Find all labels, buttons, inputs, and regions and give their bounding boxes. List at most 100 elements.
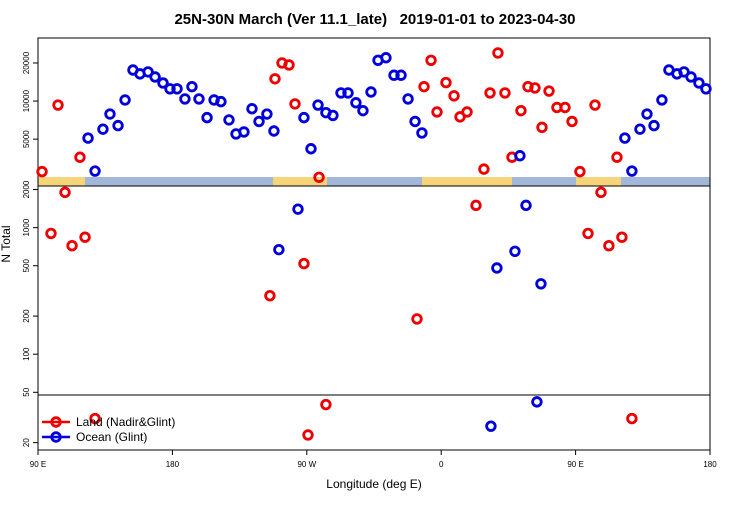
data-point: [425, 54, 437, 66]
data-point: [531, 396, 543, 408]
data-point: [418, 80, 430, 93]
data-point: [700, 83, 712, 95]
data-point: [603, 239, 615, 252]
data-point: [582, 227, 594, 240]
data-point: [74, 151, 86, 163]
data-point: [619, 132, 631, 144]
data-point: [388, 69, 400, 81]
data-point: [641, 108, 653, 120]
data-point: [648, 119, 660, 132]
y-tick-label: 200: [22, 309, 31, 323]
data-point: [595, 186, 607, 199]
land-strip: [38, 177, 85, 186]
data-point: [559, 101, 571, 114]
y-tick-label: 5000: [22, 130, 31, 148]
y-tick-label: 2000: [22, 180, 31, 198]
data-point: [509, 245, 521, 258]
data-point: [97, 123, 109, 135]
x-tick-label: 90 E: [567, 460, 583, 469]
data-point: [626, 412, 638, 425]
data-point: [380, 52, 392, 64]
data-point: [616, 231, 628, 243]
data-point: [626, 165, 638, 177]
data-point: [574, 165, 586, 178]
data-point: [283, 59, 295, 71]
data-point: [157, 77, 169, 89]
y-axis-label: N Total: [0, 225, 13, 262]
y-tick-label: 20000: [22, 51, 31, 74]
data-point: [79, 231, 91, 243]
y-tick-label: 10000: [22, 89, 31, 112]
y-tick-label: 50: [22, 387, 31, 396]
legend-swatch-marker: [50, 431, 62, 443]
data-point: [89, 165, 101, 177]
data-point: [431, 106, 443, 118]
data-point: [238, 126, 250, 138]
data-point: [201, 111, 213, 124]
data-point: [678, 66, 690, 78]
data-point: [416, 127, 428, 139]
data-point: [292, 203, 304, 215]
data-point: [478, 163, 490, 175]
y-tick-label: 1000: [22, 218, 31, 236]
data-point: [409, 115, 421, 128]
chart-title: 25N-30N March (Ver 11.1_late) 2019-01-01…: [174, 11, 575, 28]
y-tick-label: 100: [22, 347, 31, 361]
x-tick-label: 0: [439, 460, 444, 469]
data-point: [273, 243, 285, 256]
data-point: [514, 150, 526, 162]
data-point: [149, 71, 161, 83]
data-point: [223, 114, 235, 126]
data-point: [305, 143, 317, 155]
data-point: [634, 123, 646, 135]
data-point: [611, 151, 623, 163]
plot-frame: [37, 37, 711, 451]
data-point: [104, 108, 116, 120]
data-point: [298, 257, 310, 270]
data-point: [492, 47, 504, 59]
data-point: [485, 420, 497, 432]
data-point: [253, 115, 265, 128]
data-point: [261, 108, 273, 120]
data-point: [289, 98, 301, 110]
data-point: [312, 99, 324, 111]
legend-swatch-marker: [50, 416, 62, 428]
data-point: [357, 104, 369, 117]
data-point: [402, 93, 414, 105]
data-point: [411, 313, 423, 325]
data-point: [395, 69, 407, 81]
data-point: [335, 87, 347, 99]
data-point: [693, 77, 705, 89]
ocean-strip: [38, 177, 710, 186]
data-point: [179, 93, 191, 105]
data-point: [365, 86, 377, 98]
data-point: [59, 186, 71, 199]
data-point: [298, 111, 310, 124]
legend-label: Ocean (Glint): [76, 430, 147, 444]
data-point: [82, 132, 94, 144]
data-point: [164, 83, 176, 95]
data-point: [52, 99, 64, 111]
data-point: [461, 106, 473, 118]
y-tick-label: 500: [22, 259, 31, 273]
x-tick-label: 180: [703, 460, 717, 469]
data-point: [112, 119, 124, 132]
data-point: [36, 165, 48, 178]
data-point: [193, 93, 205, 105]
data-point: [685, 71, 697, 83]
land-strip: [273, 177, 327, 186]
data-point: [320, 398, 332, 411]
data-point: [535, 278, 547, 290]
data-point: [215, 95, 227, 108]
data-point: [536, 121, 548, 134]
x-tick-label: 90 W: [297, 460, 316, 469]
legend-label: Land (Nadir&Glint): [76, 415, 175, 429]
data-point: [142, 66, 154, 78]
data-point: [440, 76, 452, 89]
data-point: [246, 103, 258, 115]
data-point: [491, 262, 503, 274]
data-point: [515, 104, 527, 117]
data-point: [342, 87, 354, 99]
x-axis-label: Longitude (deg E): [326, 477, 421, 491]
